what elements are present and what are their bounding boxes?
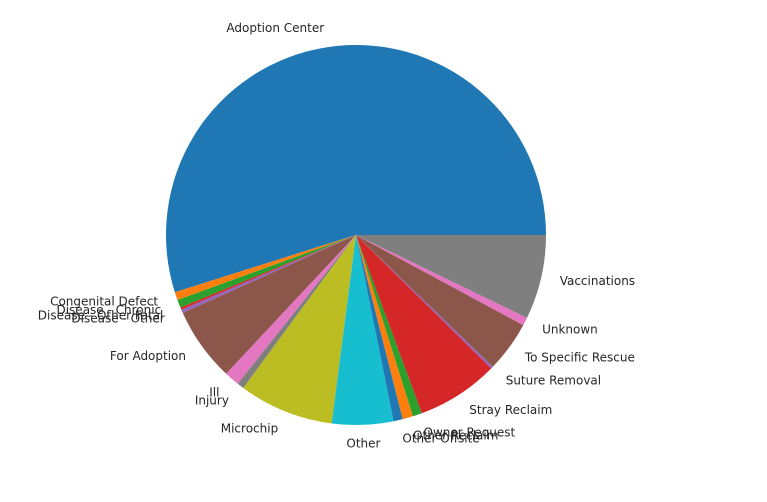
pie-label-disease-other-fatal: Disease - Other Fatal [38,309,164,323]
pie-label-for-adoption: For Adoption [110,349,186,363]
pie-slice-to-specific-rescue [356,235,524,367]
pie-slice-microchip [243,235,356,424]
pie-slice-other-offsite [356,235,403,422]
pie-label-owner-request: Owner Request [424,425,516,439]
pie-slice-for-adoption [182,235,356,374]
pie-label-vaccinations: Vaccinations [560,274,635,288]
pie-label-congenital-defect: Congenital Defect [50,295,158,309]
pie-slice-suture-removal [356,235,493,369]
pie-slice-stray-reclaim [356,235,492,414]
pie-slice-disease-other [181,235,356,314]
pie-slice-vaccinations [356,235,547,318]
pie-slice-disease-chronic [177,235,356,308]
pie-slices [165,44,547,425]
pie-label-stray-reclaim: Stray Reclaim [469,403,552,417]
pie-label-to-specific-rescue: To Specific Rescue [524,351,635,365]
pie-label-other: Other [346,436,380,450]
pie-label-suture-removal: Suture Removal [506,373,601,387]
pie-slice-injury [237,235,356,388]
pie-slice-unknown [356,235,527,326]
pie-label-unknown: Unknown [542,323,598,337]
pie-label-microchip: Microchip [221,421,278,435]
pie-label-injury: Injury [195,393,229,407]
pie-label-disease-chronic: Disease - Chronic [56,303,161,317]
pie-label-ill: Ill [209,386,219,400]
pie-slice-ill [226,235,356,384]
pie-slice-disease-other-fatal [180,235,356,310]
pie-slice-congenital-defect [174,235,356,300]
pie-slice-other-reclaim [356,235,413,420]
pie-slice-owner-request [356,235,422,417]
pie-label-other-reclaim: Other Reclaim [413,429,498,443]
pie-label-disease-other: Disease - Other [71,312,164,326]
pie-label-adoption-center: Adoption Center [226,21,324,35]
pie-label-other-offsite: Other Offsite [402,431,479,445]
pie-slice-adoption-center [165,44,546,293]
pie-slice-other [331,235,394,425]
